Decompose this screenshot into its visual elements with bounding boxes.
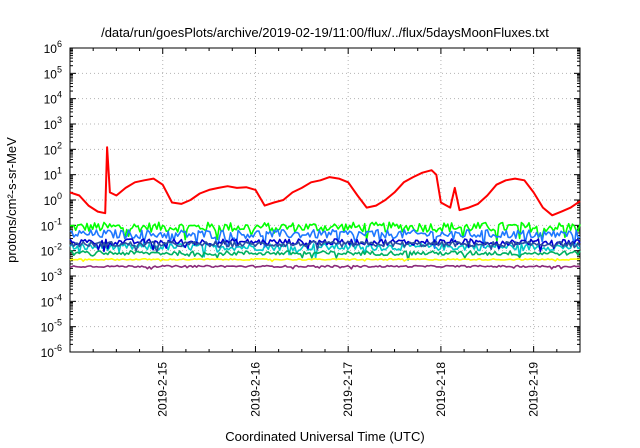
y-tick-label: 10-4 <box>41 292 62 309</box>
y-tick-base: 10 <box>44 118 58 132</box>
chart-title: /data/run/goesPlots/archive/2019-02-19/1… <box>101 25 549 40</box>
y-tick-exponent: -1 <box>54 216 62 226</box>
y-tick-exponent: 4 <box>57 90 62 100</box>
y-tick-exponent: -4 <box>54 292 62 302</box>
grid-lines <box>70 48 580 352</box>
y-tick-label: 103 <box>44 115 62 132</box>
y-tick-base: 10 <box>41 295 55 309</box>
x-tick-label: 2019-2-19 <box>527 362 541 417</box>
series-line <box>69 221 581 242</box>
y-tick-base: 10 <box>44 169 58 183</box>
y-tick-exponent: 1 <box>57 166 62 176</box>
x-tick-label: 2019-2-18 <box>434 362 448 417</box>
y-tick-exponent: -2 <box>54 242 62 252</box>
y-tick-base: 10 <box>44 42 58 56</box>
y-tick-base: 10 <box>41 219 55 233</box>
y-tick-label: 10-2 <box>41 242 62 259</box>
y-tick-label: 102 <box>44 140 62 157</box>
x-axis-label: Coordinated Universal Time (UTC) <box>225 429 424 444</box>
y-tick-exponent: 5 <box>57 64 62 74</box>
y-tick-exponent: 6 <box>57 39 62 49</box>
x-tick-labels: 2019-2-15 2019-2-16 2019-2-17 2019-2-18 2019… <box>156 362 541 417</box>
y-tick-base: 10 <box>44 194 58 208</box>
x-tick-label: 2019-2-15 <box>156 362 170 417</box>
y-tick-base: 10 <box>41 270 55 284</box>
y-tick-base: 10 <box>41 245 55 259</box>
y-tick-label: 106 <box>44 39 62 56</box>
x-tick-label: 2019-2-16 <box>248 362 262 417</box>
tick-marks <box>70 47 581 353</box>
y-tick-exponent: -5 <box>54 318 62 328</box>
series-line <box>69 146 581 217</box>
y-tick-base: 10 <box>44 143 58 157</box>
series-line <box>69 240 581 254</box>
series-lines <box>69 146 581 270</box>
y-tick-label: 10-6 <box>41 343 62 360</box>
y-tick-label: 10-3 <box>41 267 62 284</box>
y-tick-exponent: -6 <box>54 343 62 353</box>
x-tick-label: 2019-2-17 <box>341 362 355 417</box>
y-tick-label: 10-1 <box>41 216 62 233</box>
y-tick-base: 10 <box>44 67 58 81</box>
y-tick-base: 10 <box>41 346 55 360</box>
y-tick-base: 10 <box>44 93 58 107</box>
y-tick-label: 105 <box>44 64 62 81</box>
y-tick-labels: 10-610-510-410-310-210-11001011021031041… <box>41 39 62 360</box>
y-tick-label: 104 <box>44 90 62 107</box>
y-tick-label: 10-5 <box>41 318 62 335</box>
series-line <box>70 250 581 261</box>
y-tick-exponent: 3 <box>57 115 62 125</box>
y-axis-label: protons/cm²-s-sr-MeV <box>4 137 19 263</box>
y-tick-exponent: 0 <box>57 191 62 201</box>
y-tick-exponent: -3 <box>54 267 62 277</box>
y-tick-base: 10 <box>41 321 55 335</box>
series-line <box>69 264 581 270</box>
y-tick-label: 100 <box>44 191 62 208</box>
y-tick-label: 101 <box>44 166 62 183</box>
y-tick-exponent: 2 <box>57 140 62 150</box>
series-line <box>69 228 581 250</box>
series-line <box>69 257 581 263</box>
